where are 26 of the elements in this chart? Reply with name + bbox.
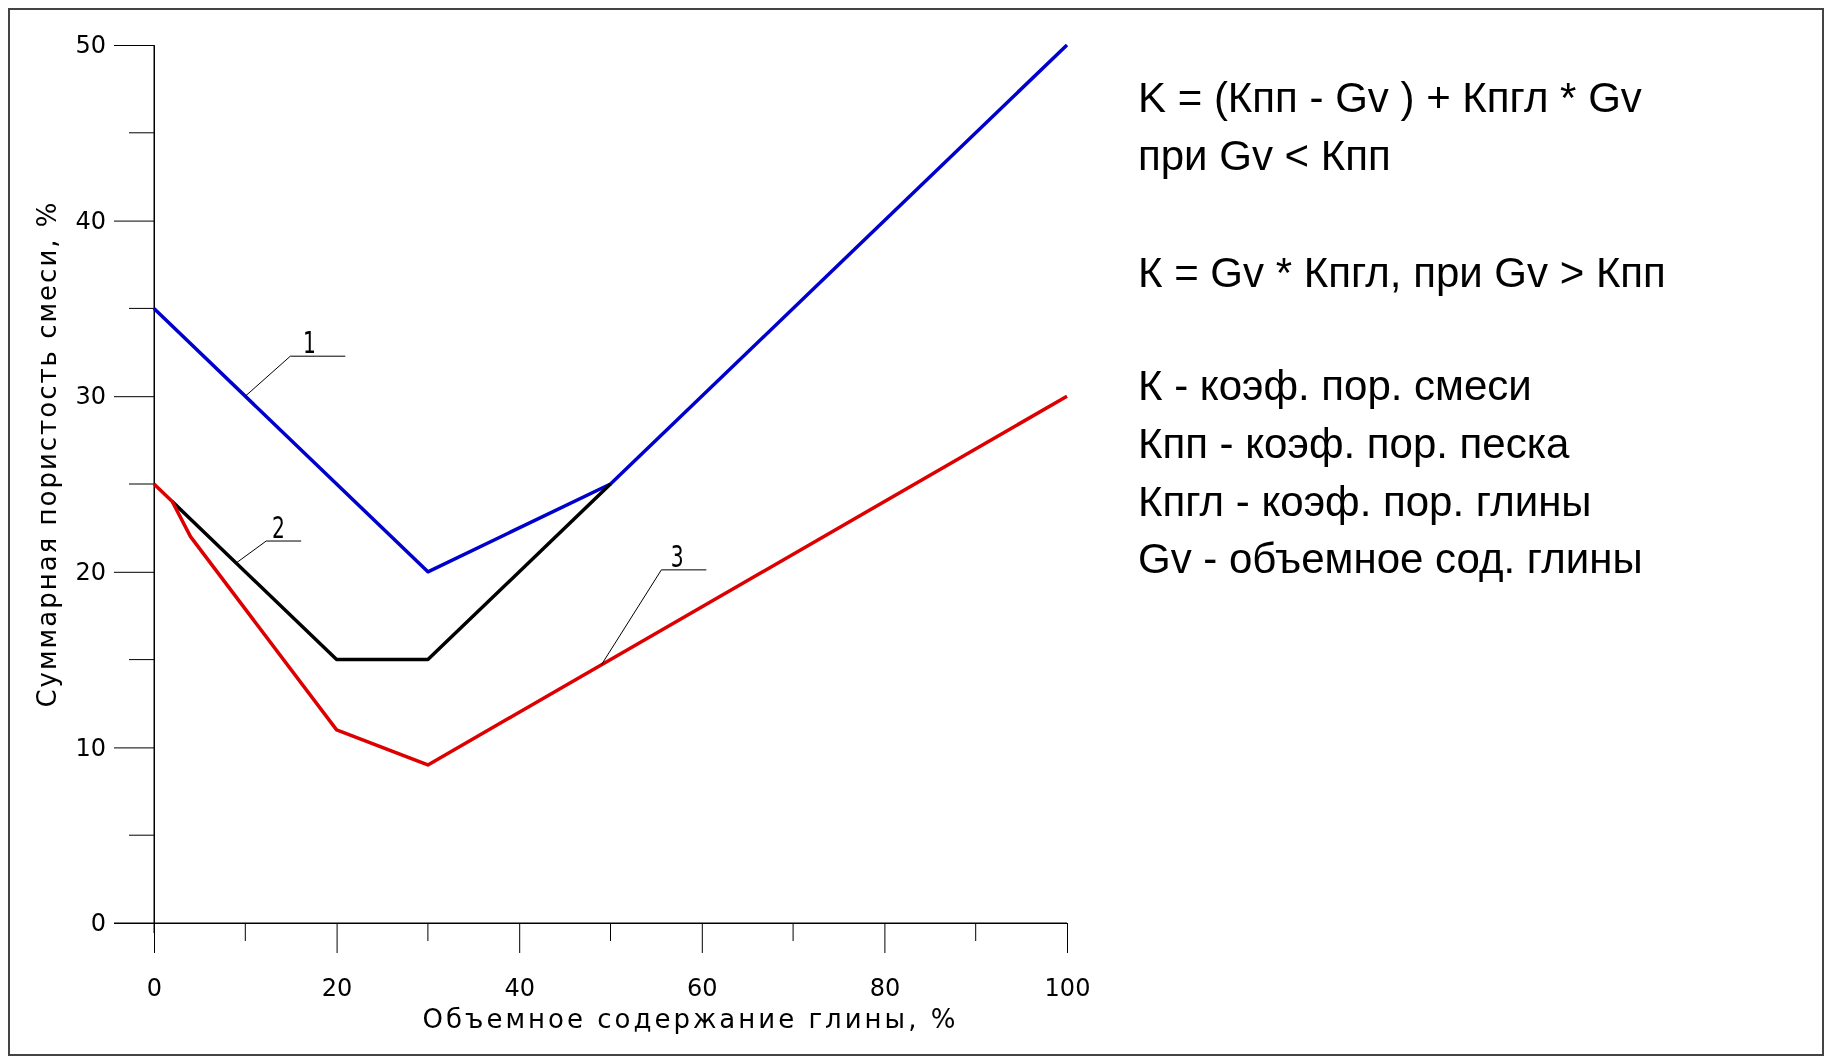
series-label: 3 xyxy=(670,538,684,574)
y-tick-label: 40 xyxy=(75,206,106,235)
text: K = (Кпп - Gv ) + Кпгл * Gv xyxy=(1138,74,1642,121)
line-series xyxy=(152,43,1069,574)
text: Gv - объемное сод. глины xyxy=(1138,535,1643,582)
x-tick-label: 0 xyxy=(146,974,163,1003)
x-tick-label: 20 xyxy=(321,974,353,1003)
text: Кпп - коэф. пор. песка xyxy=(1138,420,1570,467)
x-tick-label: 80 xyxy=(869,974,901,1003)
x-tick-label: 40 xyxy=(504,974,535,1003)
text: Кпгл - коэф. пор. глины xyxy=(1138,478,1592,525)
y-tick-label: 10 xyxy=(75,733,106,762)
text: 1 xyxy=(303,324,316,360)
y-axis-title: Суммарная пористость смеси, % xyxy=(32,200,62,708)
text: К - коэф. пор. смеси xyxy=(1138,362,1532,409)
series-label: 2 xyxy=(271,509,285,545)
y-tick-label: 20 xyxy=(75,557,106,586)
y-tick-label: 30 xyxy=(75,382,106,411)
y-tick-label: 50 xyxy=(75,31,106,60)
x-tick-label: 60 xyxy=(687,974,718,1003)
text: при Gv < Кпп xyxy=(1138,132,1391,179)
x-tick-label: 100 xyxy=(1044,974,1091,1003)
text: К = Gv * Кпгл, при Gv > Кпп xyxy=(1138,249,1666,296)
y-tick-label: 0 xyxy=(90,909,106,938)
x-axis-title: Объемное содержание глины, % xyxy=(422,1004,959,1034)
line-series xyxy=(152,394,1069,767)
